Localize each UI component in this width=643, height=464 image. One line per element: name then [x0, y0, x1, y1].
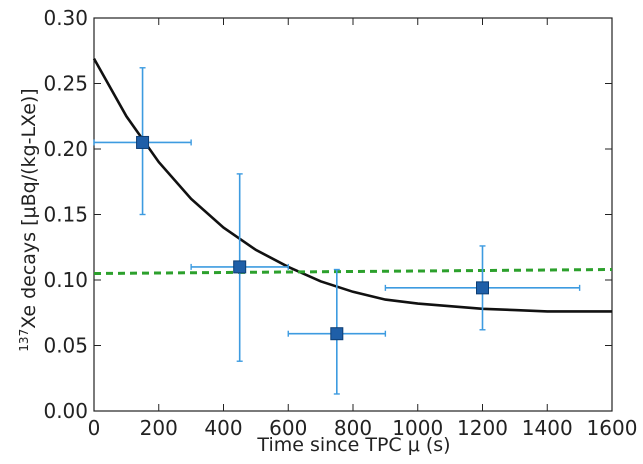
data-point-square: [476, 281, 489, 295]
y-tick-label: 0.25: [43, 72, 88, 96]
x-tick-label: 400: [204, 416, 242, 440]
y-axis-label: 137Xe decays [μBq/(kg-LXe)]: [17, 88, 40, 351]
y-axis-label-superscript: 137: [17, 329, 31, 352]
data-point-square: [136, 135, 150, 149]
x-ticks: 0 200 400 600 800 1000 1200 1400 1600: [88, 18, 638, 440]
y-tick-label: 0.20: [43, 137, 88, 161]
y-tick-label: 0.15: [43, 203, 88, 227]
svg-text:137Xe decays [μBq/(kg-LXe)]: 137Xe decays [μBq/(kg-LXe)]: [17, 88, 40, 351]
data-point-square: [233, 260, 247, 274]
y-axis-label-text: Xe decays [μBq/(kg-LXe)]: [18, 88, 40, 329]
plot-frame: [93, 17, 613, 412]
constant-fit-line: [93, 268, 613, 275]
plot-layer: [92, 17, 613, 412]
x-tick-label: 1600: [587, 416, 638, 440]
x-axis-label: Time since TPC μ (s): [256, 434, 450, 456]
y-tick-label: 0.00: [43, 399, 88, 423]
x-tick-label: 1400: [522, 416, 573, 440]
data-point-square: [330, 327, 344, 341]
exponential-fit-line: [92, 57, 612, 313]
x-tick-label: 1000: [392, 416, 443, 440]
x-tick-label: 600: [269, 416, 307, 440]
x-tick-label: 800: [334, 416, 372, 440]
y-tick-label: 0.10: [43, 268, 88, 292]
x-tick-label: 1200: [457, 416, 508, 440]
y-tick-label: 0.05: [43, 334, 88, 358]
x-tick-label: 0: [88, 416, 101, 440]
y-ticks: 0.00 0.05 0.10 0.15 0.20 0.25 0.30: [43, 6, 612, 423]
x-tick-label: 200: [140, 416, 178, 440]
y-tick-label: 0.30: [43, 6, 88, 30]
